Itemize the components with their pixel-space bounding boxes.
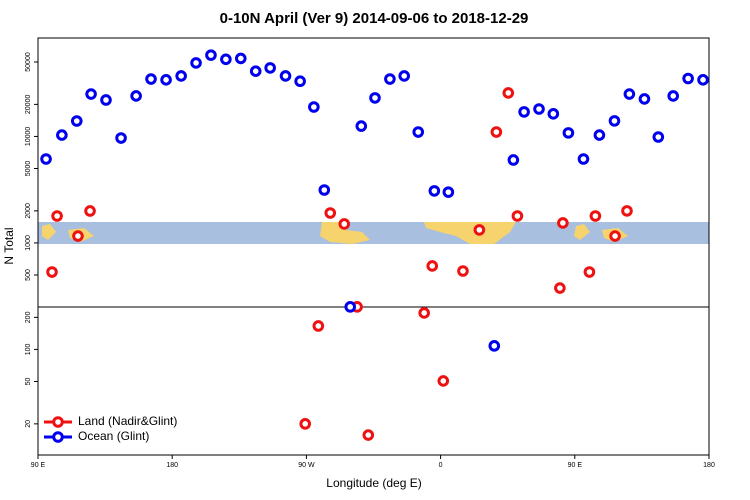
point [562, 127, 575, 139]
point [623, 88, 636, 100]
point [593, 129, 606, 141]
point [299, 418, 312, 430]
point [473, 224, 486, 236]
point [437, 375, 450, 387]
point [652, 131, 665, 143]
point [308, 101, 320, 113]
point [638, 93, 651, 105]
point [264, 62, 276, 74]
y-tick-label: 200 [25, 311, 32, 323]
point [234, 52, 247, 65]
point [608, 115, 621, 127]
y-tick-label: 2000 [25, 203, 32, 219]
point [533, 103, 545, 115]
x-tick-label: 90 E [31, 462, 46, 469]
point [577, 153, 590, 165]
point [557, 217, 569, 229]
point [362, 429, 375, 441]
y-tick-label: 500 [25, 269, 32, 281]
point [344, 301, 357, 313]
point [338, 218, 351, 230]
x-tick-label: 90 W [298, 462, 315, 469]
y-tick-label: 1000 [25, 235, 32, 251]
point [220, 53, 232, 66]
y-tick-label: 20 [25, 420, 32, 428]
map-band [38, 222, 709, 244]
point [412, 126, 425, 138]
y-tick-label: 20000 [25, 95, 32, 115]
point [621, 205, 633, 217]
point [51, 210, 63, 222]
point [56, 129, 68, 141]
point [85, 88, 97, 100]
point [72, 230, 84, 242]
point [84, 205, 96, 217]
point [667, 90, 680, 102]
point [442, 186, 455, 198]
legend-label: Ocean (Glint) [78, 429, 149, 443]
point [312, 320, 325, 332]
point [682, 72, 694, 85]
point [418, 307, 430, 319]
point [609, 230, 621, 242]
point [324, 207, 337, 219]
y-tick-label: 5000 [25, 161, 32, 177]
y-tick-label: 100 [25, 343, 32, 355]
point [355, 120, 368, 132]
x-tick-label: 180 [703, 462, 715, 469]
point [384, 73, 396, 85]
x-axis-label: Longitude (deg E) [326, 476, 421, 490]
point [507, 154, 520, 166]
chart-title: 0-10N April (Ver 9) 2014-09-06 to 2018-1… [220, 10, 529, 27]
legend-label: Land (Nadir&Glint) [78, 414, 177, 428]
point [554, 282, 566, 294]
x-tick-label: 0 [439, 462, 443, 469]
point [398, 70, 411, 82]
point [100, 94, 112, 106]
point [369, 92, 381, 104]
point [115, 132, 127, 144]
point [294, 75, 306, 88]
x-tick-label: 180 [166, 462, 178, 469]
point [490, 126, 503, 138]
point [205, 49, 217, 61]
point [426, 260, 439, 272]
point [589, 210, 602, 222]
point [428, 185, 441, 197]
y-tick-label: 50 [25, 377, 32, 385]
point [518, 106, 530, 118]
point [160, 74, 172, 86]
x-tick-label: 90 E [568, 462, 583, 469]
point [488, 340, 501, 352]
point [318, 184, 331, 196]
legend-marker [52, 431, 64, 443]
point [279, 70, 292, 82]
point [190, 57, 202, 69]
point [46, 266, 58, 278]
point [457, 265, 469, 277]
point [697, 74, 709, 86]
y-tick-label: 50000 [25, 52, 32, 72]
point [145, 73, 157, 85]
plot-frame [37, 37, 710, 456]
ocean-band [38, 222, 709, 244]
point [511, 210, 524, 222]
point [130, 90, 142, 102]
point [40, 153, 52, 165]
legend-marker [52, 416, 64, 428]
y-tick-label: 10000 [25, 127, 32, 147]
point [70, 115, 83, 127]
point [502, 87, 515, 99]
point [249, 65, 262, 77]
point [547, 108, 560, 120]
point [175, 70, 187, 82]
y-axis-label: N Total [2, 227, 16, 264]
point [583, 266, 596, 278]
